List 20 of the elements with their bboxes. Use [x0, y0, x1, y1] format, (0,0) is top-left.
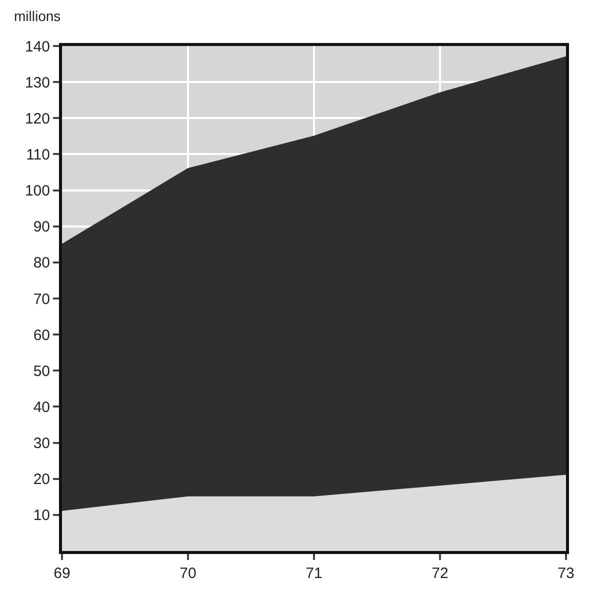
y-tick-label: 70 — [33, 290, 50, 308]
y-tick-label: 110 — [26, 146, 50, 164]
x-tick-label: 71 — [306, 565, 322, 582]
y-tick-label: 50 — [33, 362, 50, 380]
y-tick-label: 40 — [33, 398, 50, 416]
y-axis-title: millions — [14, 8, 61, 24]
y-tick-label: 30 — [33, 435, 50, 452]
x-tick-label: 69 — [54, 565, 70, 582]
y-tick-label: 130 — [24, 74, 50, 92]
x-tick-label: 72 — [432, 565, 448, 582]
y-tick-label: 60 — [33, 326, 50, 344]
y-tick-label: 90 — [33, 218, 50, 236]
y-tick-label: 140 — [24, 38, 50, 56]
x-tick-label: 73 — [558, 565, 574, 582]
x-tick-label: 70 — [180, 565, 196, 582]
y-tick-label: 100 — [24, 182, 50, 200]
y-tick-label: 20 — [33, 471, 50, 488]
y-tick-label: 80 — [33, 254, 50, 272]
y-tick-label: 10 — [33, 507, 50, 524]
y-tick-label: 120 — [24, 110, 50, 128]
